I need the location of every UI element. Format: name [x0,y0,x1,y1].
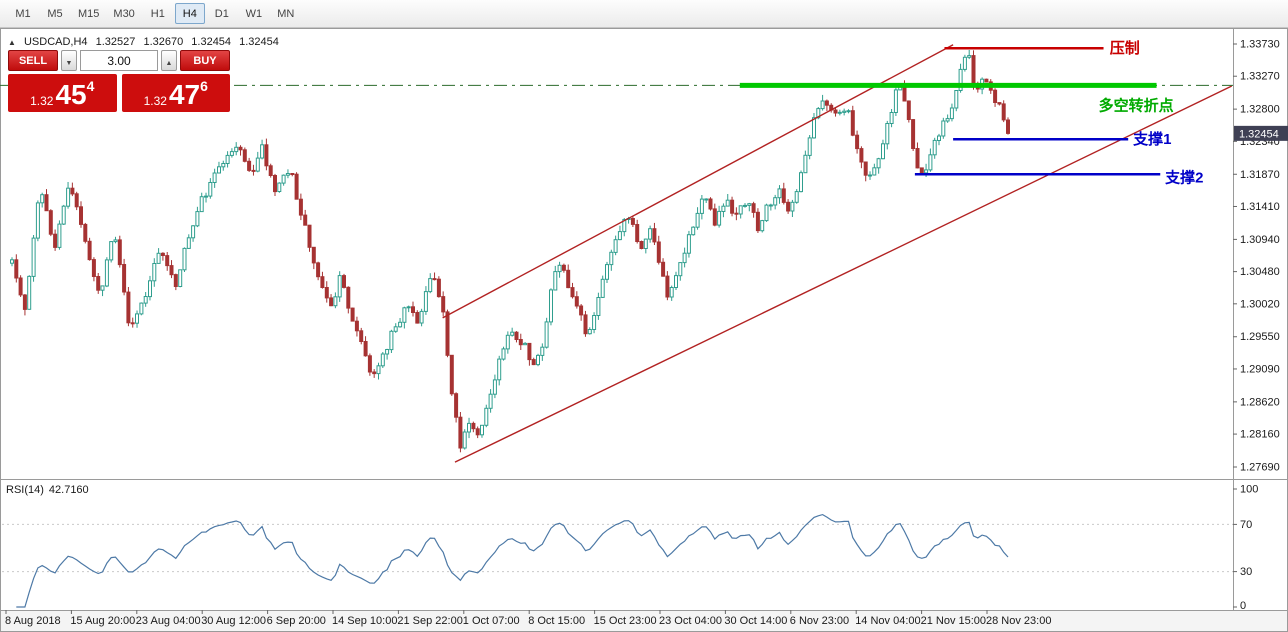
svg-text:30 Oct 14:00: 30 Oct 14:00 [724,615,787,627]
chevron-down-icon: ▼ [65,59,73,67]
timeframe-h1-button[interactable]: H1 [143,3,173,24]
svg-text:30 Aug 12:00: 30 Aug 12:00 [201,615,266,627]
symbol-name: USDCAD,H4 [23,36,88,48]
timeframe-mn-button[interactable]: MN [271,3,301,24]
svg-text:15 Oct 23:00: 15 Oct 23:00 [594,615,657,627]
svg-text:1.29090: 1.29090 [1240,363,1280,375]
candlestick-series [10,50,1010,453]
time-axis[interactable] [0,610,1288,632]
time-axis-strip [1,611,1287,631]
chevron-up-icon: ▲ [165,59,173,67]
svg-text:21 Sep 22:00: 21 Sep 22:00 [397,615,462,627]
svg-text:30: 30 [1240,566,1252,578]
timeframe-m30-button[interactable]: M30 [107,3,140,24]
svg-text:8 Aug 2018: 8 Aug 2018 [5,615,61,627]
rsi-line [16,513,1009,608]
timeframe-h4-button[interactable]: H4 [174,3,205,24]
svg-text:1.30020: 1.30020 [1240,298,1280,310]
svg-text:1.33730: 1.33730 [1240,39,1280,51]
one-click-trading-panel: SELL ▼ ▲ BUY 1.32 45 4 1.32 47 6 [8,50,230,112]
rsi-panel-area[interactable] [0,480,1233,610]
svg-text:100: 100 [1240,484,1258,496]
svg-text:1.31870: 1.31870 [1240,169,1280,181]
sell-price-display[interactable]: 1.32 45 4 [8,74,117,112]
svg-text:1.29550: 1.29550 [1240,331,1280,343]
svg-text:6 Nov 23:00: 6 Nov 23:00 [790,615,849,627]
price-axis[interactable] [1233,28,1288,610]
lot-increase-button[interactable]: ▲ [161,50,177,71]
svg-text:1.30480: 1.30480 [1240,266,1280,278]
svg-text:1.28160: 1.28160 [1240,429,1280,441]
svg-text:1 Oct 07:00: 1 Oct 07:00 [463,615,520,627]
buy-button[interactable]: BUY [180,50,230,71]
chart-window-frame [0,28,1288,632]
svg-text:15 Aug 20:00: 15 Aug 20:00 [70,615,135,627]
ohlc-close: 1.32454 [239,36,279,48]
svg-text:1.28620: 1.28620 [1240,396,1280,408]
svg-text:14 Nov 04:00: 14 Nov 04:00 [855,615,920,627]
buy-price-prefix: 1.32 [143,94,167,108]
rsi-name: RSI(14) [6,484,44,496]
support2-line-label: 支撑2 [1164,168,1203,186]
timeframe-d1-button[interactable]: D1 [207,3,237,24]
ohlc-open: 1.32527 [95,36,136,48]
current-price-badge [1234,125,1288,141]
sell-price-sup: 4 [86,78,95,94]
svg-text:1.31410: 1.31410 [1240,201,1280,213]
timeframe-m15-button[interactable]: M15 [72,3,105,24]
sell-button[interactable]: SELL [8,50,58,71]
buy-price-sup: 6 [200,78,208,94]
buy-price-big: 47 [168,79,201,110]
svg-text:1.30940: 1.30940 [1240,234,1280,246]
rsi-indicator-label: RSI(14) 42.7160 [6,484,94,496]
svg-text:0: 0 [1240,600,1246,612]
svg-text:1.27690: 1.27690 [1240,462,1280,474]
lot-dropdown-button[interactable]: ▼ [61,50,77,71]
rsi-value: 42.7160 [48,484,89,496]
svg-text:23 Oct 04:00: 23 Oct 04:00 [659,615,722,627]
svg-text:14 Sep 10:00: 14 Sep 10:00 [332,615,397,627]
channel-upper-line[interactable] [442,44,954,319]
timeframe-w1-button[interactable]: W1 [239,3,269,24]
svg-text:28 Nov 23:00: 28 Nov 23:00 [986,615,1051,627]
svg-text:8 Oct 15:00: 8 Oct 15:00 [528,615,585,627]
lot-size-input[interactable] [80,50,158,71]
channel-lower-line[interactable] [454,85,1233,463]
timeframe-m1-button[interactable]: M1 [8,3,38,24]
resistance-line-label: 压制 [1110,39,1140,57]
triangle-icon: ▲ [8,38,16,47]
support1-line-label: 支撑1 [1132,130,1171,148]
svg-text:1.32800: 1.32800 [1240,104,1280,116]
svg-text:70: 70 [1240,519,1252,531]
sell-price-big: 45 [55,79,87,110]
timeframe-toolbar: M1 M5 M15 M30 H1 H4 D1 W1 MN [0,0,1288,28]
price-axis-labels: 1.337301.332701.328001.323401.318701.314… [1233,39,1280,474]
svg-text:23 Aug 04:00: 23 Aug 04:00 [136,615,201,627]
pivot-line-label: 多空转折点 [1099,96,1174,114]
svg-text:21 Nov 15:00: 21 Nov 15:00 [921,615,986,627]
symbol-ohlc-line: ▲ USDCAD,H4 1.32527 1.32670 1.32454 1.32… [8,36,284,48]
current-price-badge-label: 1.32454 [1239,128,1279,140]
ohlc-high: 1.32670 [143,36,184,48]
ohlc-low: 1.32454 [191,36,232,48]
svg-text:1.33270: 1.33270 [1240,71,1280,83]
sell-price-prefix: 1.32 [30,94,54,108]
svg-text:6 Sep 20:00: 6 Sep 20:00 [267,615,326,627]
timeframe-m5-button[interactable]: M5 [40,3,70,24]
time-axis-labels: 8 Aug 2018 15 Aug 20:0023 Aug 04:0030 Aug… [5,610,1051,627]
buy-price-display[interactable]: 1.32 47 6 [121,74,230,112]
